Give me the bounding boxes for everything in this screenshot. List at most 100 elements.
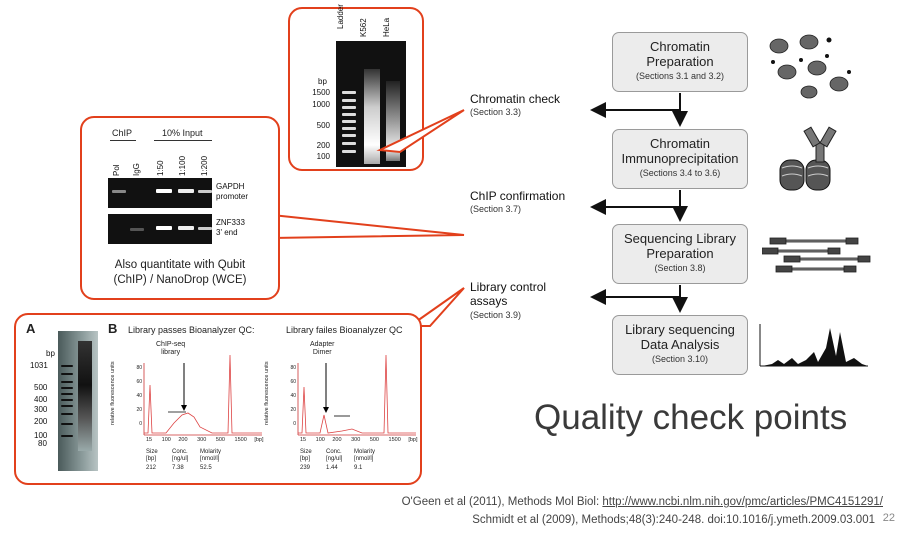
check-library-control: Library control assays bbox=[470, 280, 547, 308]
pass-stat-h-size: Size [bp] bbox=[146, 449, 158, 462]
step-sequencing-analysis: Library sequencing Data Analysis (Sectio… bbox=[612, 315, 748, 375]
fail-stat-h-size: Size [bp] bbox=[300, 449, 312, 462]
nucleosome-illustration bbox=[769, 34, 851, 99]
gel-top-marker-1500: 1500 bbox=[312, 88, 330, 97]
chip-gel-row-2 bbox=[108, 214, 212, 244]
check-chip-section: (Section 3.7) bbox=[470, 204, 522, 214]
pass-xtick-100: 100 bbox=[161, 437, 171, 443]
pass-annotation: ChIP-seq library bbox=[156, 341, 186, 356]
pass-xticks: 15 100 200 300 500 1500 [bp] bbox=[146, 437, 264, 443]
pass-xunit: [bp] bbox=[254, 437, 264, 443]
step-1-section: (Sections 3.1 and 3.2) bbox=[635, 71, 725, 81]
fail-ytick-80: 80 bbox=[290, 365, 296, 371]
gel-top-marker-500: 500 bbox=[316, 121, 330, 130]
fail-stat-size: 239 bbox=[300, 465, 311, 471]
fail-xticks: 15 100 200 300 500 1500 [bp] bbox=[300, 437, 418, 443]
fail-annotation: Adapter Dimer bbox=[310, 341, 335, 356]
gel-top-marker-200: 200 bbox=[316, 141, 330, 150]
pass-ytick-0: 0 bbox=[139, 421, 142, 427]
pass-stat-molarity: 52.5 bbox=[200, 465, 212, 471]
fail-ytick-60: 60 bbox=[290, 379, 296, 385]
step-3-section: (Section 3.8) bbox=[654, 263, 706, 273]
pass-xtick-1500: 1500 bbox=[234, 437, 247, 443]
pass-xtick-500: 500 bbox=[215, 437, 225, 443]
step-library-preparation: Sequencing Library Preparation (Section … bbox=[612, 224, 748, 284]
input-group-label: 10% Input bbox=[162, 128, 203, 138]
gel-top-unit: bp bbox=[318, 77, 327, 86]
library-fragments-illustration bbox=[762, 237, 871, 273]
fail-stat-h-molarity: Molarity [nmol/l] bbox=[354, 449, 376, 462]
fail-ytick-20: 20 bbox=[290, 407, 296, 413]
pass-ytick-80: 80 bbox=[136, 365, 142, 371]
quantitation-note: Also quantitate with Qubit (ChIP) / Nano… bbox=[113, 259, 247, 286]
fail-yticks: 80 60 40 20 0 bbox=[286, 361, 296, 431]
pass-ytick-20: 20 bbox=[136, 407, 142, 413]
sequencing-peaks-illustration bbox=[759, 324, 868, 367]
fail-stat-h-conc: Conc. [ng/ul] bbox=[326, 449, 343, 462]
panel-a-marker-500: 500 bbox=[34, 383, 48, 392]
bioanalyzer-traces bbox=[143, 354, 416, 436]
pass-xtick-15: 15 bbox=[146, 437, 153, 443]
fail-xtick-200: 200 bbox=[332, 437, 342, 443]
fail-stat-conc: 1.44 bbox=[326, 465, 338, 471]
fail-xtick-1500: 1500 bbox=[388, 437, 401, 443]
panel-b-letter: B bbox=[108, 321, 118, 336]
chromatin-gel-callout: Ladder K562 HeLa bp 1500 1000 500 200 10… bbox=[288, 4, 424, 171]
pass-stat-h-conc: Conc. [ng/ul] bbox=[172, 449, 189, 462]
panel-a-marker-100: 100 bbox=[34, 431, 48, 440]
citation-1: O'Geen et al (2011), Methods Mol Biol: h… bbox=[402, 496, 883, 508]
chip-gel-callout: ChIP 10% Input Pol IgG 1:50 1:100 1:200 … bbox=[80, 116, 280, 300]
gel-top-marker-100: 100 bbox=[316, 152, 330, 161]
panel-a-marker-400: 400 bbox=[34, 395, 48, 404]
panel-b-fail-title: Library failes Bioanalyzer QC bbox=[286, 325, 403, 335]
step-2-section: (Sections 3.4 to 3.6) bbox=[639, 168, 721, 178]
step-1-title: Chromatin Preparation bbox=[646, 39, 714, 69]
panel-a-letter: A bbox=[26, 321, 36, 336]
gel-top-marker-1000: 1000 bbox=[312, 100, 330, 109]
chip-gel-row-1 bbox=[108, 178, 212, 208]
step-chromatin-preparation: Chromatin Preparation (Sections 3.1 and … bbox=[612, 32, 748, 92]
step-4-section: (Section 3.10) bbox=[651, 354, 709, 364]
pass-stat-conc: 7.38 bbox=[172, 465, 184, 471]
antibody-nucleosome-illustration bbox=[779, 126, 837, 191]
pass-stat-h-molarity: Molarity [nmol/l] bbox=[200, 449, 222, 462]
chip-group-label: ChIP bbox=[112, 128, 133, 138]
chip-row-1-label: GAPDH promoter bbox=[216, 182, 249, 201]
fail-xtick-15: 15 bbox=[300, 437, 307, 443]
citation-1-prefix: O'Geen et al (2011), Methods Mol Biol: bbox=[401, 496, 603, 508]
fail-xtick-500: 500 bbox=[369, 437, 379, 443]
check-chip-confirmation: ChIP confirmation bbox=[470, 189, 566, 203]
panel-a-marker-80: 80 bbox=[38, 439, 47, 448]
page-number: 22 bbox=[882, 512, 895, 524]
panel-b-pass-title: Library passes Bioanalyzer QC: bbox=[128, 325, 255, 335]
fail-xtick-300: 300 bbox=[351, 437, 361, 443]
panel-a-marker-200: 200 bbox=[34, 417, 48, 426]
fail-ytick-40: 40 bbox=[290, 393, 296, 399]
bioanalyzer-callout: A bp 1031 500 400 300 200 100 80 B Libra… bbox=[14, 313, 422, 485]
pass-stat-size: 212 bbox=[146, 465, 157, 471]
check-chromatin: Chromatin check bbox=[470, 92, 561, 106]
step-4-title: Library sequencing Data Analysis bbox=[625, 322, 735, 352]
fail-stat-molarity: 9.1 bbox=[354, 465, 363, 471]
step-3-title: Sequencing Library Preparation bbox=[623, 231, 737, 261]
citation-1-link[interactable]: http://www.ncbi.nlm.nih.gov/pmc/articles… bbox=[602, 496, 883, 508]
quality-title: Quality check points bbox=[534, 398, 848, 437]
panel-a-gel-image bbox=[58, 331, 98, 471]
check-library-section: (Section 3.9) bbox=[470, 310, 522, 320]
pass-yticks: 80 60 40 20 0 bbox=[132, 361, 142, 431]
check-chromatin-section: (Section 3.3) bbox=[470, 107, 522, 117]
fail-xtick-100: 100 bbox=[315, 437, 325, 443]
step-chromatin-ip: Chromatin Immunoprecipitation (Sections … bbox=[612, 129, 748, 189]
panel-a-marker-300: 300 bbox=[34, 405, 48, 414]
panel-a-unit: bp bbox=[46, 349, 55, 358]
step-2-title: Chromatin Immunoprecipitation bbox=[621, 136, 739, 166]
fail-ytick-0: 0 bbox=[293, 421, 296, 427]
chip-row-2-label: ZNF333 3' end bbox=[216, 218, 245, 237]
pass-xtick-300: 300 bbox=[197, 437, 207, 443]
pass-ytick-40: 40 bbox=[136, 393, 142, 399]
panel-a-marker-1031: 1031 bbox=[30, 361, 48, 370]
pass-ytick-60: 60 bbox=[136, 379, 142, 385]
fail-xunit: [bp] bbox=[408, 437, 418, 443]
pass-xtick-200: 200 bbox=[178, 437, 188, 443]
